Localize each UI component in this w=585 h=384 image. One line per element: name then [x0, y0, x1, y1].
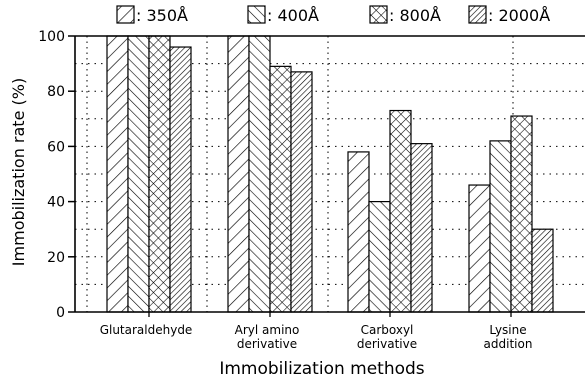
bar-1-1 [106, 35, 129, 313]
bar-2-4 [489, 140, 512, 313]
tick-labels: 0 20 40 60 80 100 [38, 29, 65, 321]
category-labels: Glutaraldehyde Aryl aminoderivativeCarbox… [100, 323, 533, 351]
bar-3-2 [269, 65, 292, 313]
legend-swatch [468, 5, 487, 24]
bar-3-3 [389, 109, 412, 313]
y-tick-label: 80 [47, 84, 65, 100]
bar-4-2 [290, 71, 313, 313]
bar-2-1 [127, 35, 150, 313]
legend-swatch [247, 5, 266, 24]
bars [106, 35, 554, 313]
legend-item-2: : 400Å [247, 5, 319, 25]
y-tick-label: 100 [38, 29, 65, 45]
category-label: Glutaraldehyde [100, 323, 193, 337]
bar-1-2 [227, 35, 250, 313]
y-tick-label: 60 [47, 139, 65, 155]
category-label: Aryl amino [235, 323, 300, 337]
bar-3-1 [148, 35, 171, 313]
axes [68, 35, 585, 317]
y-tick-label: 40 [47, 195, 65, 211]
legend-label: : 2000Å [488, 6, 550, 25]
legend-item-4: : 2000Å [468, 5, 550, 25]
bar-2-2 [248, 35, 271, 313]
category-label: Lysine [489, 323, 526, 337]
bar-4-1 [169, 46, 192, 313]
legend-item-3: : 800Å [369, 5, 441, 25]
bar-4-4 [531, 228, 554, 313]
category-label: Carboxyl [361, 323, 414, 337]
bar-1-3 [347, 151, 370, 313]
legend-swatch [369, 5, 388, 24]
category-label: derivative [357, 337, 417, 351]
bar-4-3 [410, 143, 433, 313]
y-tick-label: 20 [47, 250, 65, 266]
legend-label: : 800Å [389, 6, 441, 25]
category-label: addition [484, 337, 533, 351]
category-label: derivative [237, 337, 297, 351]
legend-item-1: : 350Å [116, 5, 188, 25]
bar-1-4 [468, 184, 491, 313]
y-tick-label: 0 [56, 305, 65, 321]
legend-label: : 350Å [136, 6, 188, 25]
bar-2-3 [368, 201, 391, 313]
legend-swatch [116, 5, 135, 24]
x-axis-title: Immobilization methods [219, 359, 424, 379]
bar-3-4 [510, 115, 533, 313]
legend-label: : 400Å [267, 6, 319, 25]
legend: : 350Å : 400Å : 800Å : 2000Å [116, 5, 550, 25]
y-axis-title: Immobilization rate (%) [9, 78, 28, 266]
